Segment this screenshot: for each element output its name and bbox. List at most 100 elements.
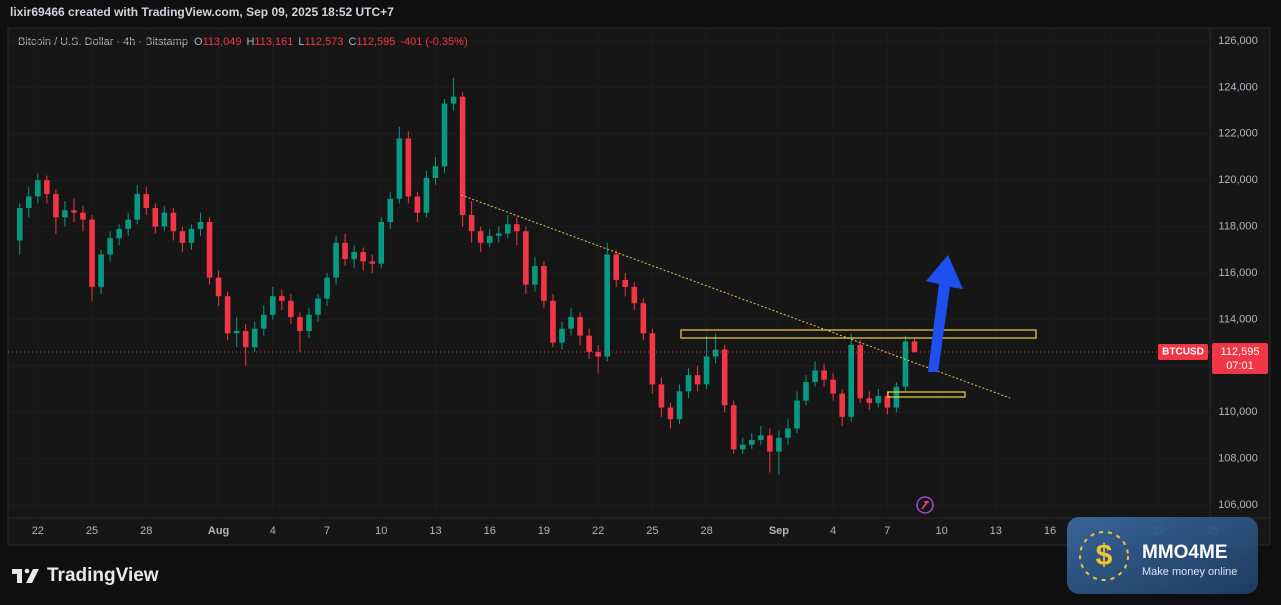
price-change: -401 (-0.35%) [400,36,467,48]
symbol-line: Bitcoin / U.S. Dollar · 4h · Bitstamp [18,36,188,48]
candle-body [16,208,23,241]
candle-body [767,435,773,452]
candle-body [748,440,755,445]
x-tick-label: 7 [884,525,890,537]
candle-body [53,194,59,218]
candle-body [80,212,86,220]
candle-body [586,335,592,352]
candle-body [351,252,357,260]
candle-body [595,351,601,357]
candle-body [857,344,864,399]
candle-body [640,303,647,334]
candle-body [676,391,683,420]
candle-body [785,428,791,438]
event-icon-mark [921,500,929,510]
candle-body [604,254,610,357]
x-tick-label: 25 [646,525,658,537]
ohlc-key: H [246,36,254,48]
up-arrow [926,255,963,372]
footer-brand: TradingView [47,565,159,586]
event-icon [916,496,934,514]
x-tick-label: Aug [208,525,229,537]
x-tick-label: 10 [375,525,387,537]
last-price-box [1212,342,1268,374]
candle-body [378,221,385,264]
candle-body [134,194,141,220]
badge-name: MMO4ME [1142,542,1228,563]
badge-dollar-icon: $ [1096,539,1113,572]
candle-body [387,198,394,222]
tv-logo-part [26,569,39,583]
tv-logo-part [12,569,22,583]
y-tick-label: 116,000 [1219,267,1258,279]
candle-body [667,407,674,420]
candle-body [685,375,692,392]
candle-body [794,400,800,429]
y-tick-label: 120,000 [1218,174,1258,186]
ohlc-value: 113,161 [254,36,293,48]
y-tick-label: 126,000 [1218,35,1258,47]
candle-body [306,314,312,332]
candle-body [514,224,520,232]
x-tick-label: 4 [830,525,836,537]
x-tick-label: 13 [429,525,441,537]
y-tick-label: 114,000 [1219,313,1258,325]
x-tick-label: 25 [86,525,98,537]
candle-body [233,331,240,334]
candle-body [649,333,656,385]
candle-body [188,228,195,243]
candle-body [712,349,719,357]
badge-box [1067,517,1258,594]
badge-tagline: Make money online [1142,566,1237,578]
candle-body [821,370,827,380]
candle-body [631,286,638,304]
candle-body [107,238,113,255]
candle-body [396,138,403,199]
candle-body [35,180,41,197]
badge-ring [1079,531,1129,581]
candle-body [279,296,285,301]
x-tick-label: 28 [700,525,712,537]
ohlc-key: L [298,36,304,48]
x-tick-label: 4 [270,525,276,537]
support-zone [887,391,966,398]
candle-body [260,314,267,329]
x-tick-label: 7 [324,525,330,537]
x-tick-label: 16 [484,525,496,537]
ohlc-value: 112,595 [356,36,395,48]
candle-body [739,444,746,450]
countdown: 07:01 [1226,360,1254,372]
candle-body [622,279,629,287]
candle-body [333,242,339,278]
candle-body [152,208,159,227]
candle-body [170,212,177,232]
candle-body [315,298,321,315]
candle-body [242,331,249,348]
y-tick-label: 124,000 [1218,81,1258,93]
candle-body [98,254,104,287]
candle-body [902,341,909,387]
trend-line [460,194,1011,399]
candle-body [269,296,276,315]
tv-logo-icon [12,568,39,583]
candle-body [875,395,882,403]
candle-body [116,228,122,239]
candle-body [224,296,231,334]
candle-body [468,214,475,232]
symbol-tag-box [1158,343,1208,360]
candle-body [866,398,873,403]
candle-body [369,261,376,264]
candle-body [161,212,168,227]
ohlc-key: O [194,36,203,48]
candle-body [532,266,538,285]
candle-body [288,300,294,318]
candle-body [911,341,918,352]
author-line: lixir69466 created with TradingView.com,… [10,5,394,19]
candle-body [776,437,782,452]
candle-body [441,103,448,167]
candle-body [206,221,213,278]
candle-body [758,435,764,441]
ohlc-value: 113,049 [203,36,242,48]
